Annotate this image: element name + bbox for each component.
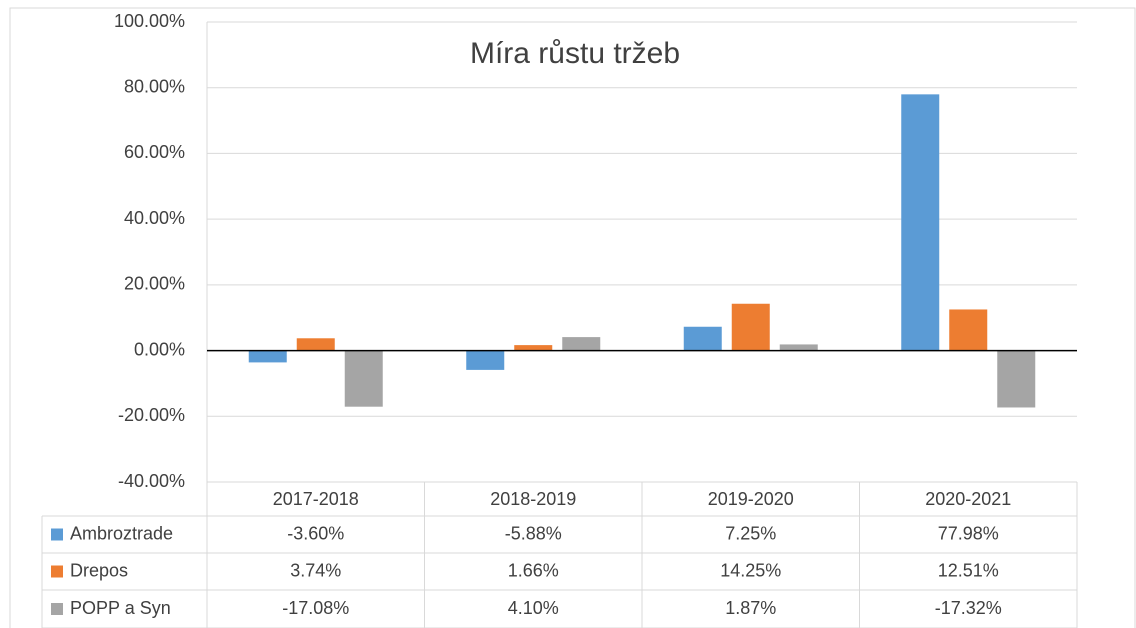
table-header: 2020-2021 [925, 489, 1011, 509]
table-cell: -17.08% [282, 598, 349, 618]
chart-frame [9, 7, 1136, 628]
legend-swatch [51, 528, 63, 541]
y-tick-label: -20.00% [118, 405, 185, 425]
bar [949, 309, 988, 351]
table-cell: 3.74% [290, 560, 341, 580]
bar [997, 350, 1036, 408]
y-tick-label: 20.00% [124, 274, 185, 294]
bar [901, 94, 940, 351]
table-cell: 77.98% [938, 523, 999, 543]
table-header: 2019-2020 [708, 489, 794, 509]
legend-label: POPP a Syn [70, 598, 171, 618]
y-tick-label: 60.00% [124, 142, 185, 162]
table-header: 2017-2018 [273, 489, 359, 509]
bar [514, 345, 553, 351]
table-cell: 1.66% [508, 560, 559, 580]
bar [683, 326, 722, 351]
table-header: 2018-2019 [490, 489, 576, 509]
y-tick-label: 100.00% [114, 11, 185, 31]
y-tick-label: 40.00% [124, 208, 185, 228]
bar [562, 337, 601, 351]
y-tick-label: 0.00% [134, 339, 185, 359]
table-cell: -17.32% [935, 598, 1002, 618]
legend-label: Drepos [70, 560, 128, 580]
legend-swatch [51, 565, 63, 578]
chart-title: Míra růstu tržeb [470, 37, 680, 70]
y-tick-label: -40.00% [118, 471, 185, 491]
table-cell: -3.60% [287, 523, 344, 543]
bar [731, 303, 770, 351]
bar [466, 350, 505, 370]
y-tick-label: 80.00% [124, 76, 185, 96]
bar [296, 338, 335, 351]
table-cell: 4.10% [508, 598, 559, 618]
table-cell: 12.51% [938, 560, 999, 580]
table-cell: 7.25% [725, 523, 776, 543]
table-cell: 14.25% [720, 560, 781, 580]
table-cell: 1.87% [725, 598, 776, 618]
bar [344, 350, 383, 407]
bar [248, 350, 287, 363]
legend-label: Ambroztrade [70, 523, 173, 543]
table-cell: -5.88% [505, 523, 562, 543]
bar [779, 344, 818, 351]
legend-swatch [51, 603, 63, 615]
